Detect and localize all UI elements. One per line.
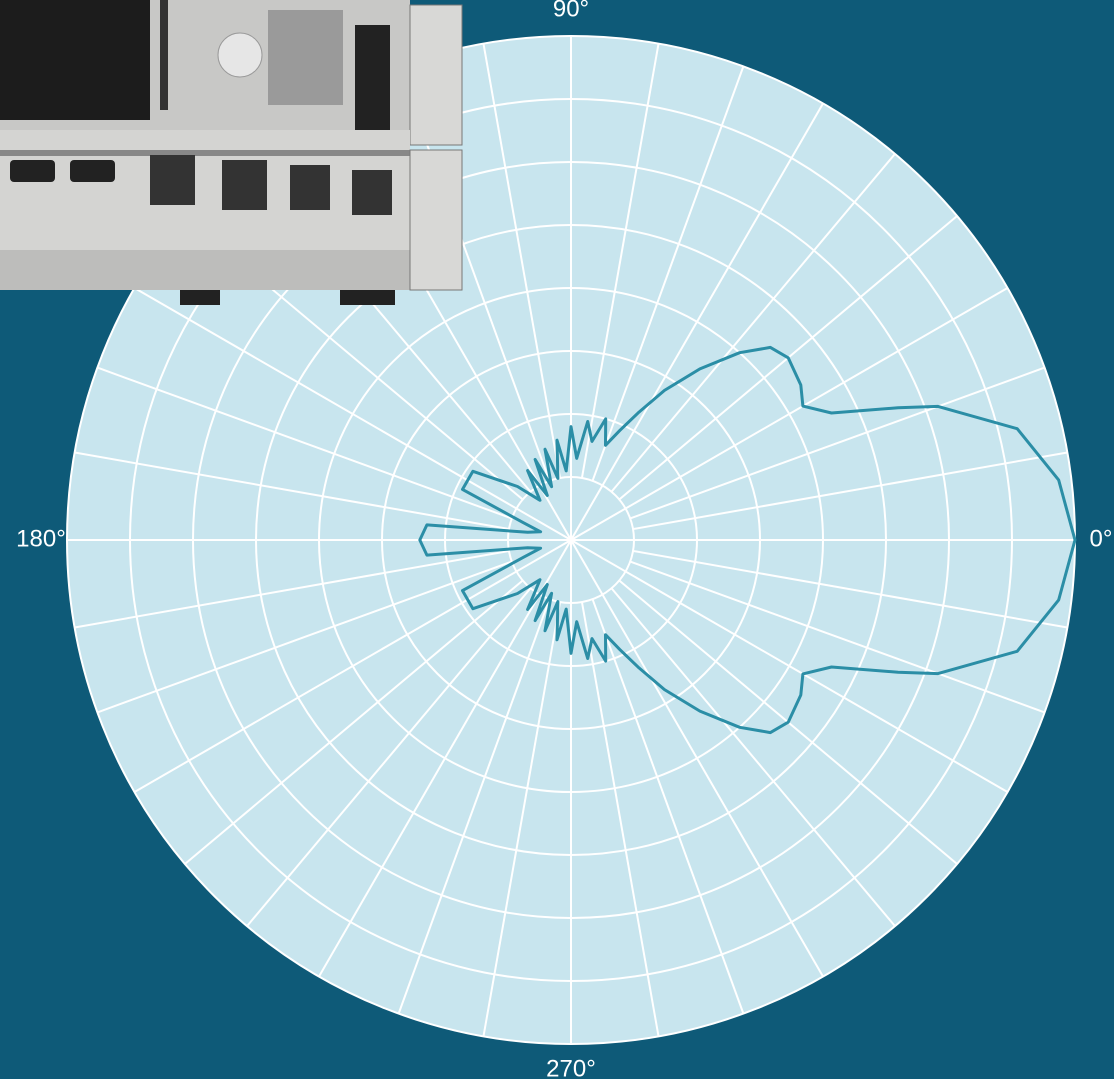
grid-ring xyxy=(318,287,824,793)
angle-labels: 0° 90° 180° 270° xyxy=(16,0,1112,1079)
button-group xyxy=(352,170,392,215)
disk-slot xyxy=(355,25,390,130)
angle-label: 0° xyxy=(1090,525,1113,552)
spoke xyxy=(629,366,1045,520)
foot xyxy=(340,290,395,305)
grid-ring xyxy=(381,350,761,730)
angle-label: 180° xyxy=(16,525,66,552)
spoke xyxy=(632,451,1068,531)
instrument-photo xyxy=(0,0,463,305)
spoke xyxy=(591,66,745,482)
grid-ring xyxy=(192,161,950,919)
spoke xyxy=(632,549,1068,629)
spoke xyxy=(74,549,510,629)
button-group xyxy=(150,155,195,205)
spoke xyxy=(482,601,562,1037)
spoke xyxy=(580,43,660,479)
angle-label: 90° xyxy=(553,0,589,22)
angle-label: 270° xyxy=(546,1055,596,1079)
spoke xyxy=(184,579,524,865)
spoke xyxy=(397,598,551,1014)
knob xyxy=(217,32,263,78)
keypad xyxy=(268,10,343,105)
button-group xyxy=(290,165,330,210)
spoke xyxy=(610,153,896,493)
softkeys xyxy=(160,0,168,110)
spoke xyxy=(629,560,1045,714)
handle xyxy=(409,149,463,291)
grid-ring xyxy=(255,224,887,856)
button xyxy=(10,160,55,182)
button-group xyxy=(222,160,267,210)
spoke xyxy=(580,601,660,1037)
foot xyxy=(180,290,220,305)
spoke xyxy=(482,43,562,479)
spoke xyxy=(97,366,513,520)
handle xyxy=(409,4,463,146)
pattern-line xyxy=(418,345,1077,735)
spoke xyxy=(246,587,532,927)
grid-ring xyxy=(129,98,1013,982)
grid-ring xyxy=(507,476,635,604)
spoke xyxy=(610,587,896,927)
button xyxy=(70,160,115,182)
grid-ring xyxy=(444,413,698,667)
spoke xyxy=(591,598,745,1014)
screen xyxy=(0,0,150,120)
spoke xyxy=(97,560,513,714)
front-strip xyxy=(0,250,410,290)
divider xyxy=(0,150,410,156)
spoke xyxy=(74,451,510,531)
